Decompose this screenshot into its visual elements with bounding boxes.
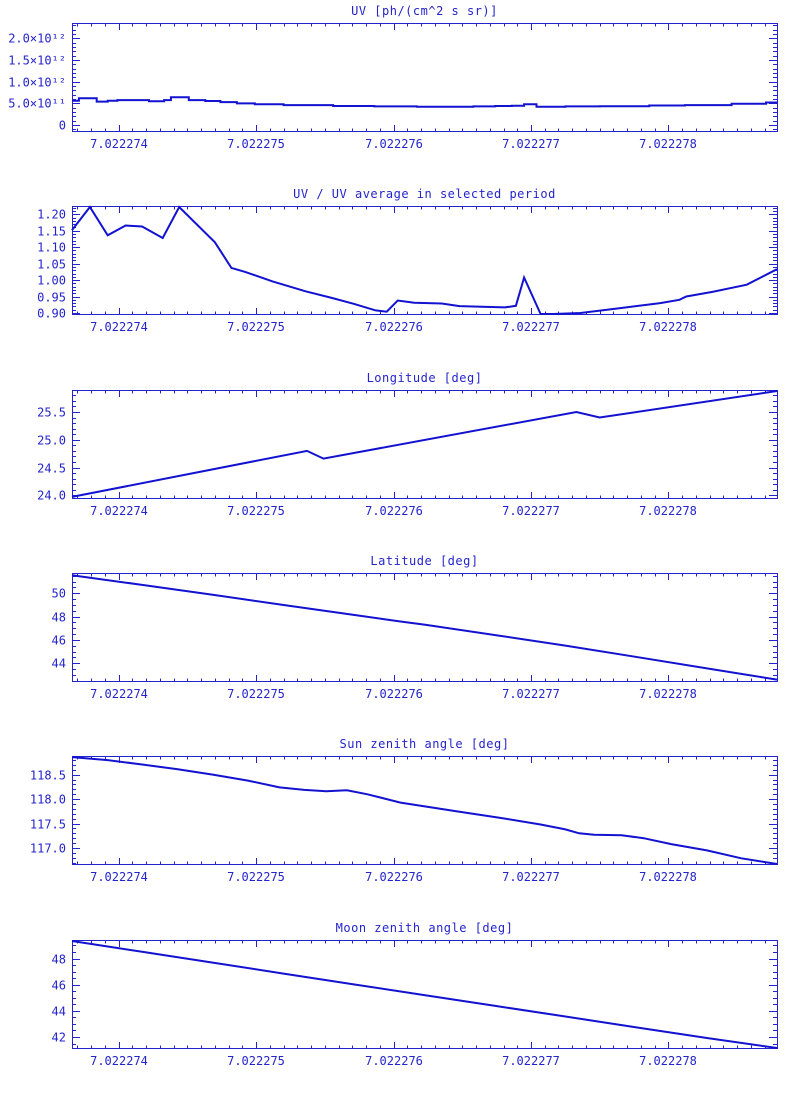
x-tick-label: 7.022276 bbox=[365, 320, 423, 334]
x-tick-label: 7.022274 bbox=[90, 504, 148, 518]
longitude-data-line bbox=[71, 390, 778, 498]
y-tick-label: 24.0 bbox=[37, 489, 66, 503]
y-tick-label: 2.0×10¹² bbox=[8, 32, 66, 46]
y-tick-label: 0.90 bbox=[37, 307, 66, 321]
plot-frame bbox=[72, 23, 778, 132]
chart-longitude: 7.022274 7.022275 7.022276 7.022277 7.022278… bbox=[37, 390, 778, 518]
y-tick-label: 44 bbox=[52, 1005, 66, 1019]
chart-uv: 7.022274 7.022275 7.022276 7.022277 7.022278… bbox=[8, 23, 778, 151]
y-tick-label: 46 bbox=[52, 979, 66, 993]
plot-frame bbox=[72, 940, 778, 1049]
chart-title-uv-ratio: UV / UV average in selected period bbox=[293, 187, 556, 201]
y-tick-label: 50 bbox=[52, 587, 66, 601]
x-tick-label: 7.022277 bbox=[502, 137, 560, 151]
plot-frame bbox=[72, 206, 778, 315]
y-tick-label: 0.95 bbox=[37, 291, 66, 305]
chart-title-longitude: Longitude [deg] bbox=[366, 371, 483, 385]
plot-frame bbox=[72, 756, 778, 865]
x-tick-label: 7.022277 bbox=[502, 870, 560, 884]
x-tick-label: 7.022278 bbox=[639, 320, 697, 334]
chart-sun-zenith: 7.022274 7.022275 7.022276 7.022277 7.022278… bbox=[30, 756, 778, 884]
x-tick-label: 7.022277 bbox=[502, 1054, 560, 1068]
x-tick-label: 7.022278 bbox=[639, 504, 697, 518]
y-tick-label: 5.0×10¹¹ bbox=[8, 97, 66, 111]
x-tick-label: 7.022278 bbox=[639, 870, 697, 884]
chart-title-moon-zenith: Moon zenith angle [deg] bbox=[335, 921, 514, 935]
y-tick-label: 48 bbox=[52, 611, 66, 625]
x-tick-label: 7.022277 bbox=[502, 504, 560, 518]
latitude-data-line bbox=[71, 574, 778, 681]
x-tick-label: 7.022275 bbox=[227, 687, 285, 701]
y-tick-label: 1.0×10¹² bbox=[8, 76, 66, 90]
x-tick-label: 7.022274 bbox=[90, 320, 148, 334]
y-tick-label: 24.5 bbox=[37, 462, 66, 476]
uv-ratio-data-line bbox=[71, 205, 778, 315]
y-tick-label: 117.0 bbox=[30, 842, 66, 856]
y-tick-label: 25.5 bbox=[37, 406, 66, 420]
x-tick-label: 7.022275 bbox=[227, 870, 285, 884]
chart-moon-zenith: 7.022274 7.022275 7.022276 7.022277 7.022278… bbox=[52, 940, 778, 1068]
chart-title-latitude: Latitude [deg] bbox=[370, 554, 479, 568]
x-tick-label: 7.022278 bbox=[639, 1054, 697, 1068]
y-tick-label: 0 bbox=[59, 119, 66, 133]
plot-frame bbox=[72, 573, 778, 682]
y-tick-label: 118.0 bbox=[30, 793, 66, 807]
x-tick-label: 7.022277 bbox=[502, 687, 560, 701]
x-tick-label: 7.022275 bbox=[227, 1054, 285, 1068]
x-tick-label: 7.022275 bbox=[227, 320, 285, 334]
x-tick-label: 7.022275 bbox=[227, 137, 285, 151]
plot-frame bbox=[72, 390, 778, 499]
y-tick-label: 1.20 bbox=[37, 208, 66, 222]
chart-latitude: 7.022274 7.022275 7.022276 7.022277 7.022278… bbox=[52, 573, 778, 701]
y-tick-label: 117.5 bbox=[30, 818, 66, 832]
x-tick-label: 7.022274 bbox=[90, 687, 148, 701]
x-tick-label: 7.022276 bbox=[365, 137, 423, 151]
sun-zenith-data-line bbox=[71, 756, 778, 865]
y-tick-label: 25.0 bbox=[37, 434, 66, 448]
y-tick-label: 48 bbox=[52, 953, 66, 967]
chart-title-sun-zenith: Sun zenith angle [deg] bbox=[339, 737, 510, 751]
x-tick-label: 7.022274 bbox=[90, 870, 148, 884]
x-tick-label: 7.022276 bbox=[365, 687, 423, 701]
x-tick-label: 7.022278 bbox=[639, 137, 697, 151]
moon-zenith-data-line bbox=[71, 940, 778, 1049]
x-tick-label: 7.022275 bbox=[227, 504, 285, 518]
y-tick-label: 1.5×10¹² bbox=[8, 54, 66, 68]
x-tick-label: 7.022276 bbox=[365, 504, 423, 518]
x-tick-label: 7.022276 bbox=[365, 1054, 423, 1068]
y-tick-label: 1.00 bbox=[37, 274, 66, 288]
chart-uv-ratio: 7.022274 7.022275 7.022276 7.022277 7.022278… bbox=[37, 205, 778, 334]
y-tick-label: 1.15 bbox=[37, 225, 66, 239]
chart-title-uv: UV [ph/(cm^2 s sr)] bbox=[351, 4, 498, 18]
y-tick-label: 44 bbox=[52, 657, 66, 671]
y-tick-label: 46 bbox=[52, 634, 66, 648]
x-tick-label: 7.022276 bbox=[365, 870, 423, 884]
y-tick-label: 118.5 bbox=[30, 769, 66, 783]
uv-data-line bbox=[72, 96, 778, 108]
x-tick-label: 7.022274 bbox=[90, 1054, 148, 1068]
y-tick-label: 1.05 bbox=[37, 258, 66, 272]
x-tick-label: 7.022274 bbox=[90, 137, 148, 151]
x-tick-label: 7.022277 bbox=[502, 320, 560, 334]
y-tick-label: 1.10 bbox=[37, 241, 66, 255]
y-tick-label: 42 bbox=[52, 1031, 66, 1045]
x-tick-label: 7.022278 bbox=[639, 687, 697, 701]
